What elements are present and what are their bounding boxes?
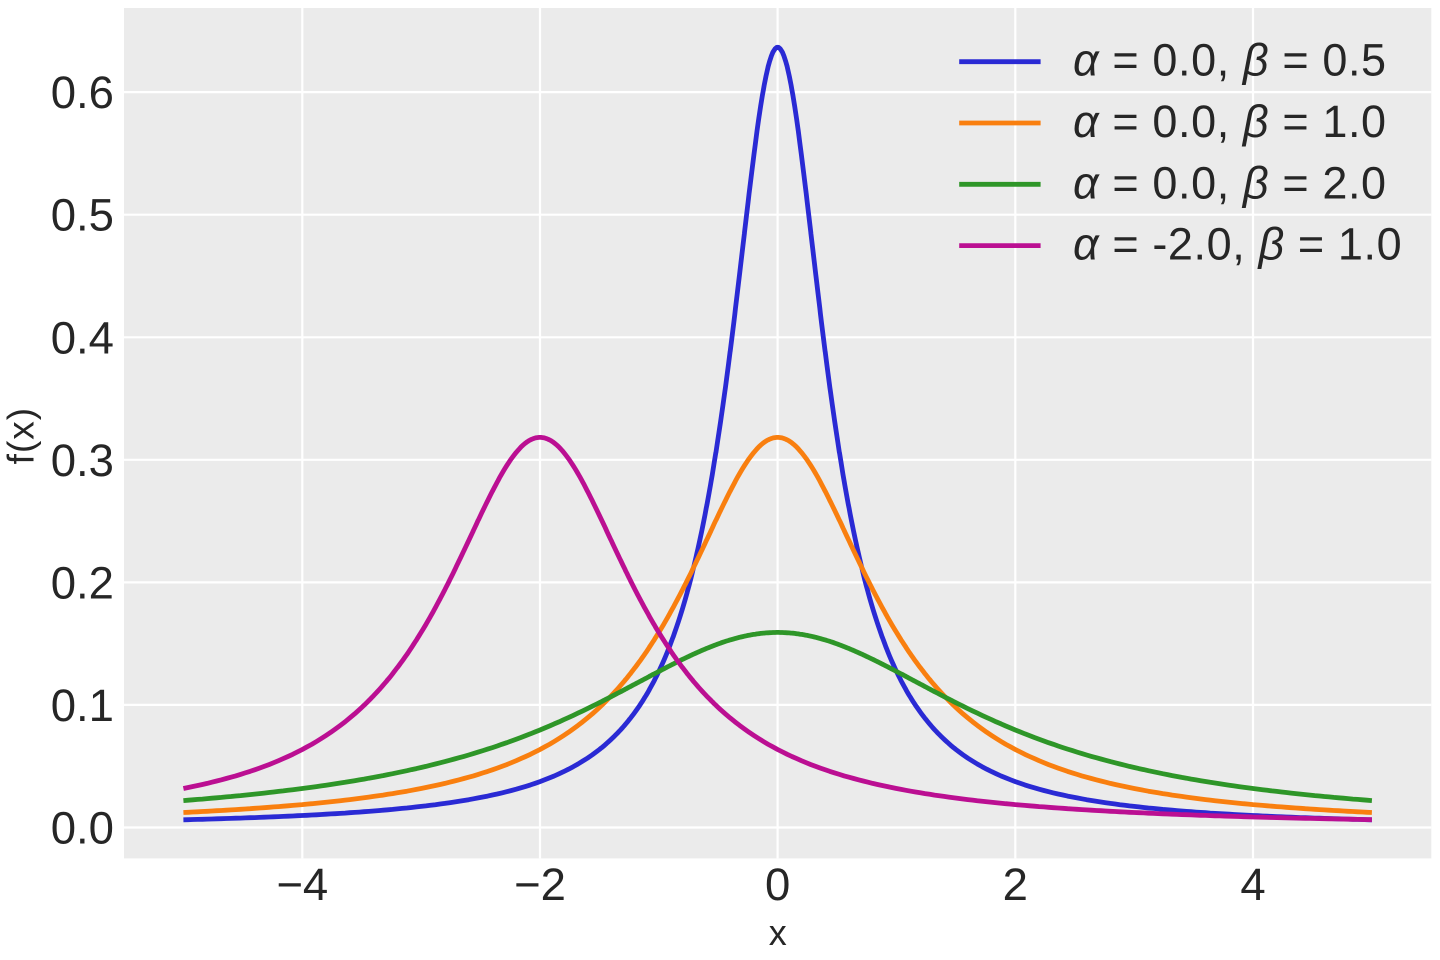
svg-text:α = 0.0, β = 1.0: α = 0.0, β = 1.0 <box>1073 96 1387 147</box>
svg-text:0.3: 0.3 <box>51 435 114 486</box>
svg-text:x: x <box>769 912 787 953</box>
svg-text:0.1: 0.1 <box>51 680 114 731</box>
svg-text:0.4: 0.4 <box>51 312 114 363</box>
svg-text:0.5: 0.5 <box>51 190 114 241</box>
svg-text:α = 0.0, β = 0.5: α = 0.0, β = 0.5 <box>1073 35 1387 86</box>
svg-text:α = 0.0, β = 2.0: α = 0.0, β = 2.0 <box>1073 157 1387 208</box>
svg-text:−4: −4 <box>276 859 328 910</box>
svg-text:0.0: 0.0 <box>51 803 114 854</box>
svg-text:0.2: 0.2 <box>51 557 114 608</box>
svg-text:f(x): f(x) <box>1 407 42 464</box>
svg-text:0.6: 0.6 <box>51 67 114 118</box>
svg-text:−2: −2 <box>514 859 566 910</box>
svg-text:0: 0 <box>765 859 790 910</box>
svg-text:α = -2.0, β = 1.0: α = -2.0, β = 1.0 <box>1073 219 1402 270</box>
svg-text:4: 4 <box>1240 859 1265 910</box>
svg-text:2: 2 <box>1003 859 1028 910</box>
